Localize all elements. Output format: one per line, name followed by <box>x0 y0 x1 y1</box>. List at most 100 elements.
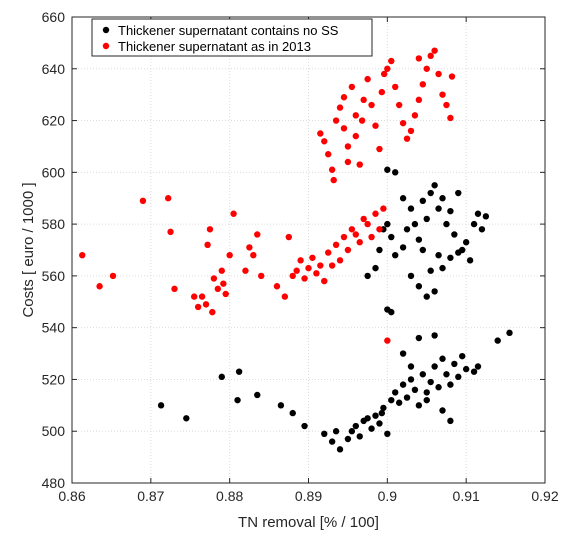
data-point-no-ss <box>332 428 340 435</box>
data-point-no-ss <box>427 189 434 197</box>
data-point-2013 <box>435 70 442 78</box>
data-point-no-ss <box>451 360 458 368</box>
data-point-no-ss <box>388 233 395 241</box>
data-point-2013 <box>384 65 391 72</box>
data-point-2013 <box>352 112 359 119</box>
data-point-2013 <box>198 293 206 300</box>
data-point-no-ss <box>419 246 427 254</box>
data-point-no-ss <box>439 407 446 414</box>
data-point-no-ss <box>348 428 356 435</box>
legend-marker-no-ss <box>102 26 110 34</box>
data-point-2013 <box>392 83 399 91</box>
legend-label-no-ss: Thickener supernatant contains no SS <box>118 23 339 38</box>
data-point-no-ss <box>234 396 241 404</box>
data-point-2013 <box>364 75 371 83</box>
data-point-2013 <box>403 135 411 142</box>
data-point-2013 <box>317 262 324 269</box>
data-point-no-ss <box>183 415 190 422</box>
data-point-2013 <box>209 308 216 316</box>
data-point-2013 <box>242 267 249 274</box>
data-point-2013 <box>96 283 103 290</box>
data-point-2013 <box>427 52 434 60</box>
data-point-no-ss <box>352 422 359 430</box>
data-point-no-ss <box>411 220 419 228</box>
data-point-2013 <box>325 151 332 158</box>
data-point-no-ss <box>427 378 434 386</box>
data-point-2013 <box>348 226 356 233</box>
data-point-2013 <box>254 231 261 238</box>
data-point-2013 <box>171 285 178 293</box>
data-point-2013 <box>109 272 117 280</box>
data-point-no-ss <box>423 389 430 396</box>
data-point-no-ss <box>431 332 438 339</box>
data-points <box>79 47 513 453</box>
data-point-2013 <box>340 125 348 132</box>
data-point-2013 <box>388 57 395 65</box>
data-point-2013 <box>139 197 147 205</box>
data-point-no-ss <box>470 368 478 375</box>
data-point-2013 <box>190 293 198 300</box>
y-tick-label: 580 <box>42 216 66 232</box>
x-axis-title: TN removal [% / 100] <box>238 514 379 531</box>
data-point-no-ss <box>435 205 442 212</box>
data-point-no-ss <box>451 231 458 238</box>
data-point-2013 <box>336 104 344 111</box>
y-tick-label: 640 <box>42 61 66 77</box>
data-point-2013 <box>194 303 202 311</box>
data-point-no-ss <box>218 373 225 381</box>
data-point-2013 <box>380 205 387 212</box>
data-point-2013 <box>332 117 340 124</box>
x-tick-label: 0.92 <box>531 488 558 504</box>
y-tick-label: 500 <box>42 423 66 439</box>
data-point-no-ss <box>321 430 328 438</box>
data-point-no-ss <box>403 394 411 401</box>
data-point-no-ss <box>364 272 371 280</box>
data-point-no-ss <box>254 391 261 399</box>
data-point-2013 <box>164 195 172 202</box>
data-point-2013 <box>358 117 366 124</box>
data-point-2013 <box>250 251 257 259</box>
data-point-no-ss <box>423 396 430 404</box>
data-point-no-ss <box>388 308 395 316</box>
data-point-2013 <box>206 226 214 233</box>
data-point-no-ss <box>388 396 395 404</box>
data-point-no-ss <box>376 420 383 427</box>
data-point-no-ss <box>372 264 379 272</box>
data-point-2013 <box>411 112 419 119</box>
data-point-no-ss <box>277 402 285 409</box>
data-point-no-ss <box>399 244 407 251</box>
data-point-2013 <box>356 239 363 246</box>
data-point-no-ss <box>301 422 308 430</box>
data-point-no-ss <box>455 249 462 256</box>
data-point-2013 <box>344 158 352 166</box>
data-point-no-ss <box>466 257 474 264</box>
data-point-2013 <box>431 47 438 54</box>
data-point-2013 <box>448 73 456 80</box>
x-tick-label: 0.91 <box>453 488 480 504</box>
data-point-2013 <box>218 267 225 274</box>
data-point-2013 <box>246 244 253 251</box>
data-point-no-ss <box>419 197 427 205</box>
data-point-no-ss <box>344 435 352 443</box>
data-point-2013 <box>258 272 265 280</box>
data-point-no-ss <box>431 363 438 370</box>
y-tick-label: 540 <box>42 320 66 336</box>
x-tick-label: 0.88 <box>216 488 243 504</box>
data-point-no-ss <box>443 220 450 228</box>
data-point-2013 <box>364 220 371 228</box>
data-point-2013 <box>415 55 423 62</box>
data-point-no-ss <box>447 417 454 425</box>
data-point-no-ss <box>415 402 423 409</box>
data-point-2013 <box>289 272 296 280</box>
data-point-2013 <box>348 83 356 91</box>
legend-label-2013: Thickener supernatant as in 2013 <box>118 39 311 54</box>
data-point-2013 <box>305 264 312 272</box>
data-point-2013 <box>360 215 367 223</box>
data-point-2013 <box>344 143 352 150</box>
data-point-2013 <box>332 241 340 249</box>
data-point-no-ss <box>356 433 363 440</box>
data-point-2013 <box>214 285 222 293</box>
x-tick-label: 0.87 <box>137 488 164 504</box>
data-point-no-ss <box>482 213 490 220</box>
data-point-2013 <box>378 88 386 96</box>
